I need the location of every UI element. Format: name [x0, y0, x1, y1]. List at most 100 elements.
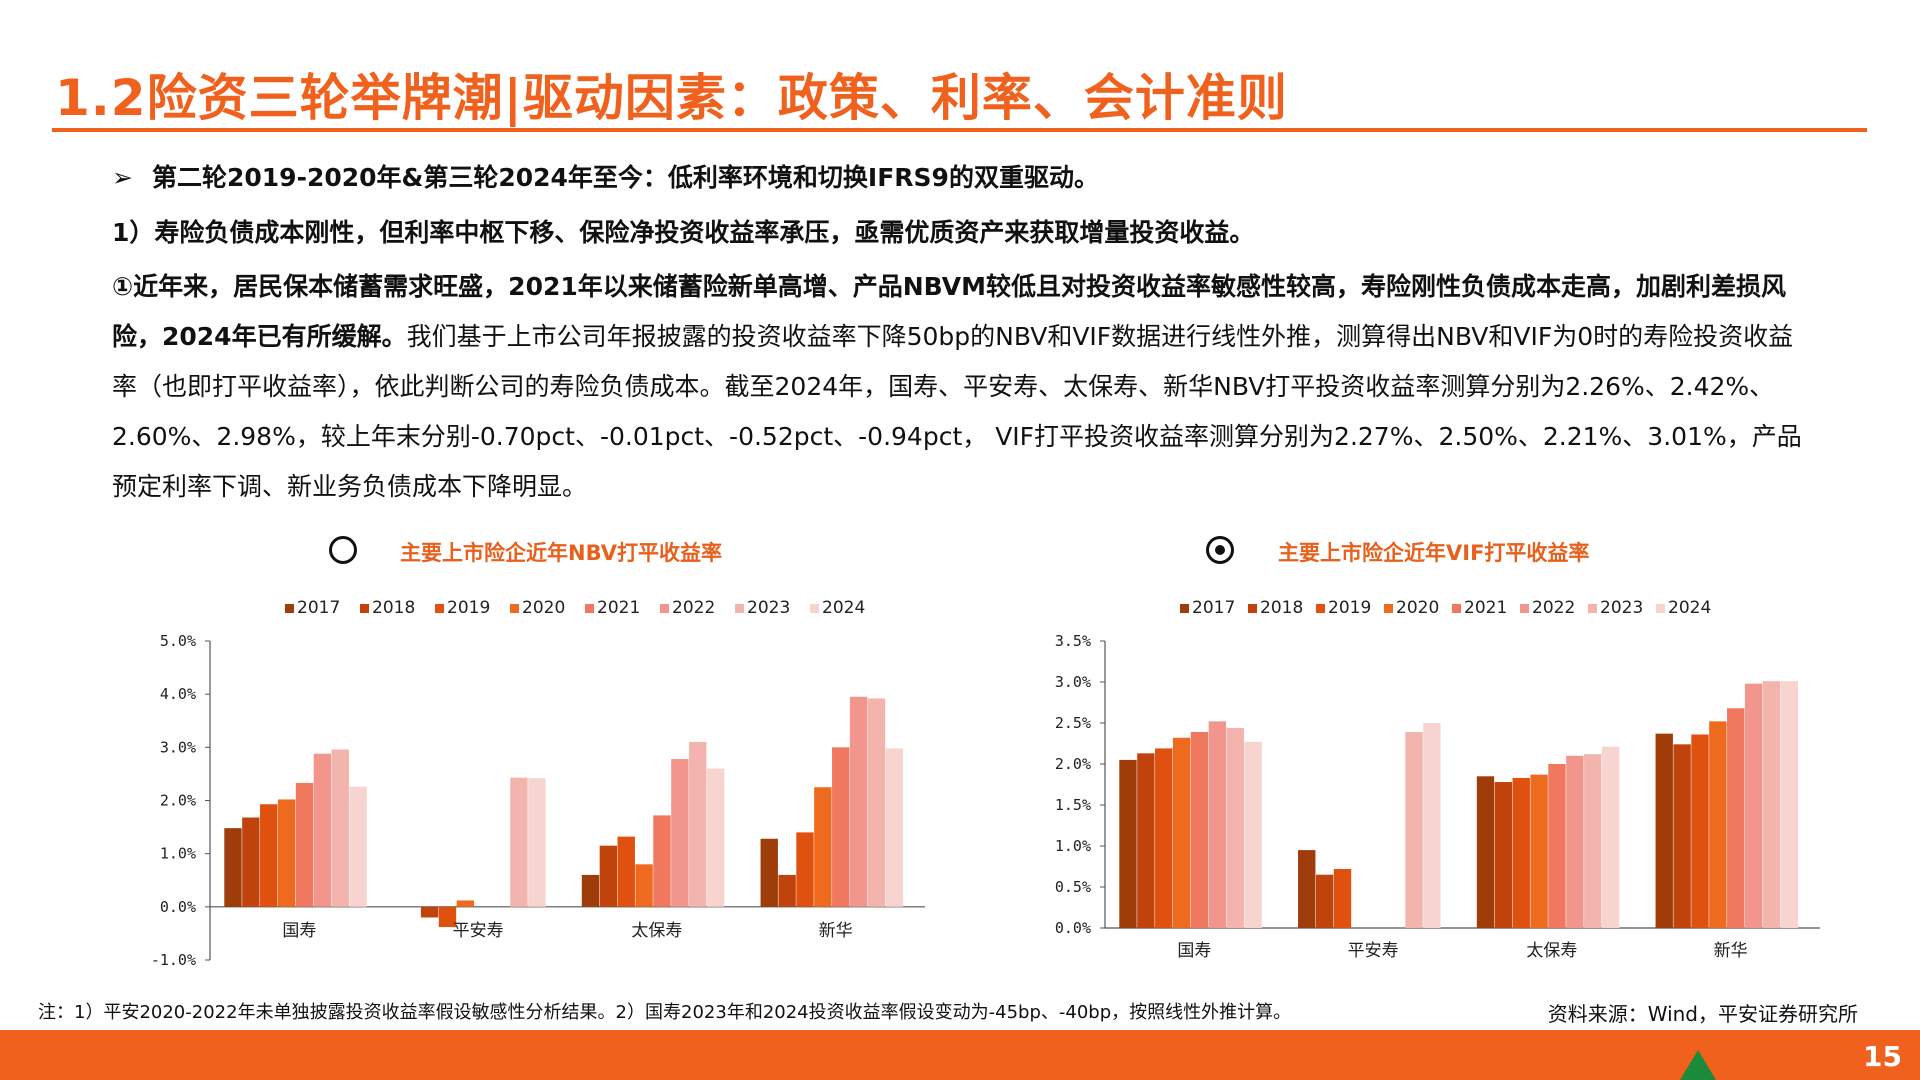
legend-swatch-2020 [510, 604, 519, 613]
bar-平安寿-2019 [438, 906, 457, 928]
source-note: 资料来源：Wind，平安证券研究所 [1547, 1002, 1858, 1026]
legend-label-2023: 2023 [1600, 598, 1643, 618]
y-tick-label: 0.0% [1055, 919, 1091, 937]
legend-swatch-2024 [1656, 604, 1665, 613]
y-tick-label: 0.5% [1055, 878, 1091, 896]
bar-太保寿-2023 [1584, 754, 1602, 928]
chart1-radio-button[interactable] [329, 536, 357, 564]
category-label: 新华 [1714, 941, 1748, 961]
legend-swatch-2017 [1180, 604, 1189, 613]
paragraph-1: 1）寿险负债成本刚性，但利率中枢下移、保险净投资收益率承压，亟需优质资产来获取增… [112, 218, 1255, 247]
chart2-radio-button[interactable] [1206, 536, 1234, 564]
bar-太保寿-2021 [1548, 764, 1566, 928]
bar-国寿-2018 [242, 817, 260, 907]
bar-国寿-2020 [277, 799, 296, 907]
bar-太保寿-2017 [1476, 776, 1495, 928]
bar-国寿-2020 [1172, 737, 1191, 928]
y-tick-label: 5.0% [160, 632, 196, 650]
bar-平安寿-2023 [1405, 732, 1423, 928]
chart2-title: 主要上市险企近年VIF打平收益率 [1278, 541, 1590, 565]
bar-平安寿-2018 [420, 906, 439, 918]
legend-label-2024: 2024 [822, 598, 865, 618]
category-label: 国寿 [1177, 941, 1211, 961]
y-tick-label: 2.0% [1055, 755, 1091, 773]
y-tick-label: 1.0% [160, 845, 196, 863]
bar-新华-2018 [1673, 744, 1691, 928]
legend-swatch-2020 [1384, 604, 1393, 613]
category-label: 太保寿 [631, 921, 682, 941]
bar-新华-2018 [778, 874, 796, 907]
legend-label-2019: 2019 [447, 598, 490, 618]
bar-新华-2022 [1744, 683, 1763, 928]
bar-新华-2021 [1727, 708, 1745, 928]
bar-太保寿-2024 [706, 768, 725, 907]
bar-新华-2021 [832, 747, 850, 907]
legend-swatch-2021 [1452, 604, 1461, 613]
bar-新华-2022 [849, 696, 868, 907]
legend-swatch-2023 [735, 604, 744, 613]
y-tick-label: -1.0% [151, 951, 196, 969]
bar-平安寿-2024 [1423, 723, 1441, 928]
legend-swatch-2023 [1588, 604, 1597, 613]
y-tick-label: 3.0% [1055, 673, 1091, 691]
legend-label-2019: 2019 [1328, 598, 1371, 618]
bar-太保寿-2020 [1530, 774, 1548, 928]
bar-新华-2019 [1691, 734, 1709, 928]
bar-太保寿-2017 [581, 874, 600, 907]
bar-国寿-2017 [224, 828, 242, 907]
page-title: 1.2险资三轮举牌潮|驱动因素：政策、利率、会计准则 [55, 69, 1288, 127]
legend-label-2020: 2020 [522, 598, 565, 618]
chart2-vif-breakeven: 2017 2018 2019 2020 2021 2022 2023 2024 0.0% 0.5%… [1055, 598, 1820, 961]
bar-太保寿-2018 [1494, 782, 1513, 928]
category-label: 新华 [819, 921, 853, 941]
bar-平安寿-2020 [456, 900, 475, 907]
y-tick-label: 0.0% [160, 898, 196, 916]
bar-太保寿-2023 [689, 742, 707, 907]
bar-新华-2017 [760, 838, 778, 907]
bar-国寿-2018 [1137, 753, 1155, 928]
paragraph-2-bold: ①近年来，居民保本储蓄需求旺盛，2021年以来储蓄险新单高增、产品NBVM较低且… [112, 272, 1786, 351]
bar-太保寿-2024 [1601, 746, 1620, 928]
legend-label-2018: 2018 [372, 598, 415, 618]
y-tick-label: 1.0% [1055, 837, 1091, 855]
bar-国寿-2023 [331, 749, 349, 907]
y-tick-label: 2.5% [1055, 714, 1091, 732]
chart1-nbv-breakeven: 2017 2018 2019 2020 2021 2022 2023 2024 -1.0% 0.0… [151, 598, 925, 969]
category-label: 国寿 [282, 921, 316, 941]
legend-swatch-2022 [660, 604, 669, 613]
paragraph-2: ①近年来，居民保本储蓄需求旺盛，2021年以来储蓄险新单高增、产品NBVM较低且… [112, 262, 1812, 512]
chart1-title: 主要上市险企近年NBV打平收益率 [400, 541, 722, 565]
bar-国寿-2022 [1208, 721, 1227, 928]
legend-label-2022: 2022 [672, 598, 715, 618]
y-tick-label: 3.0% [160, 738, 196, 756]
logo-triangle-icon [1680, 1050, 1716, 1080]
category-label: 平安寿 [453, 921, 504, 941]
bar-国寿-2021 [295, 782, 314, 907]
bar-新华-2023 [1762, 681, 1781, 928]
bar-国寿-2019 [260, 804, 278, 907]
bar-太保寿-2021 [653, 815, 671, 907]
bar-太保寿-2022 [671, 759, 689, 907]
bullet-text: 第二轮2019-2020年&第三轮2024年至今：低利率环境和切换IFRS9的双… [152, 163, 1099, 192]
bar-太保寿-2019 [617, 836, 635, 907]
bar-国寿-2021 [1190, 732, 1209, 928]
bar-新华-2019 [796, 832, 814, 907]
legend-swatch-2019 [1316, 604, 1325, 613]
bar-平安寿-2023 [510, 777, 528, 907]
legend-swatch-2018 [360, 604, 369, 613]
bar-国寿-2023 [1226, 727, 1244, 928]
legend-swatch-2017 [285, 604, 294, 613]
category-label: 太保寿 [1526, 941, 1577, 961]
y-tick-label: 3.5% [1055, 632, 1091, 650]
bar-新华-2023 [867, 698, 886, 907]
bullet-point: ➢ 第二轮2019-2020年&第三轮2024年至今：低利率环境和切换IFRS9的… [112, 158, 1099, 194]
category-label: 平安寿 [1348, 941, 1399, 961]
legend-label-2021: 2021 [597, 598, 640, 618]
legend-label-2018: 2018 [1260, 598, 1303, 618]
bar-平安寿-2019 [1333, 868, 1352, 928]
bar-新华-2020 [1709, 721, 1727, 928]
arrow-bullet-icon: ➢ [112, 163, 133, 192]
bar-新华-2017 [1655, 733, 1673, 928]
legend-swatch-2019 [435, 604, 444, 613]
legend-label-2017: 2017 [1192, 598, 1235, 618]
